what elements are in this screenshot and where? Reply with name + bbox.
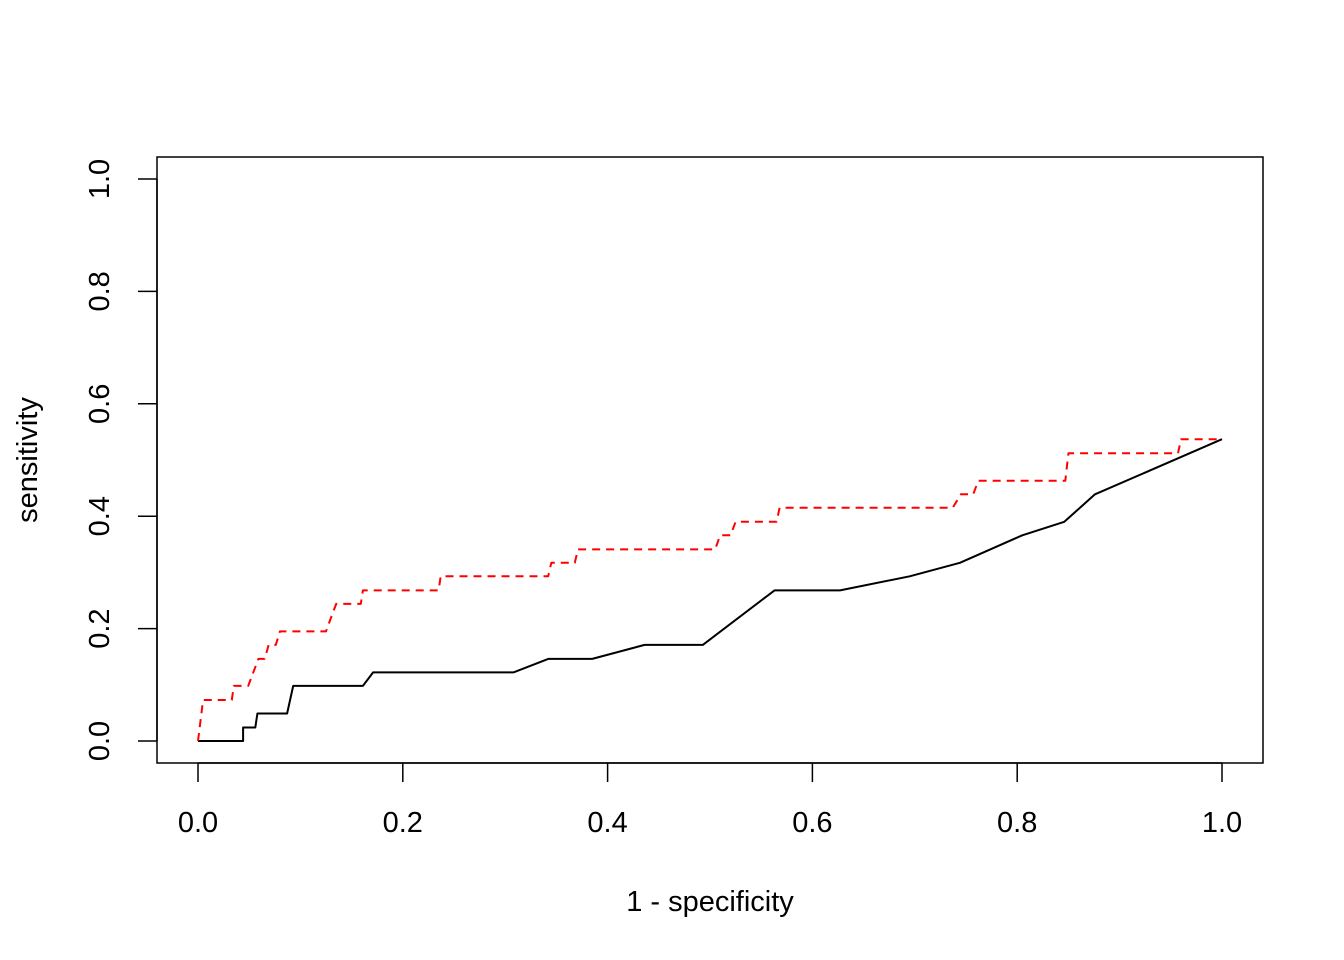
y-tick-label: 0.4 <box>84 496 116 536</box>
y-tick-label: 0.0 <box>84 721 116 761</box>
x-axis: 0.0 0.2 0.4 0.6 0.8 1.0 <box>178 762 1242 839</box>
series-1-line <box>198 438 1223 742</box>
x-tick-label: 0.0 <box>178 807 218 839</box>
series-2 <box>197 438 1223 742</box>
x-tick-label: 0.6 <box>792 807 832 839</box>
x-tick-label: 1.0 <box>1202 807 1242 839</box>
x-tick-label: 0.4 <box>587 807 627 839</box>
x-axis-label: 1 - specificity <box>626 886 794 918</box>
y-axis: 0.0 0.2 0.4 0.6 0.8 1.0 <box>84 159 158 761</box>
y-tick-label: 0.8 <box>84 271 116 311</box>
plot-box <box>156 156 1264 764</box>
series-layer <box>197 438 1223 742</box>
y-tick-label: 1.0 <box>84 159 116 199</box>
x-tick-label: 0.2 <box>383 807 423 839</box>
x-tick-label: 0.8 <box>997 807 1037 839</box>
series-2-line <box>197 438 1222 742</box>
y-tick-label: 0.6 <box>84 384 116 424</box>
series-1 <box>197 438 1223 742</box>
y-tick-label: 0.2 <box>84 608 116 648</box>
y-axis-label: sensitivity <box>12 397 44 523</box>
